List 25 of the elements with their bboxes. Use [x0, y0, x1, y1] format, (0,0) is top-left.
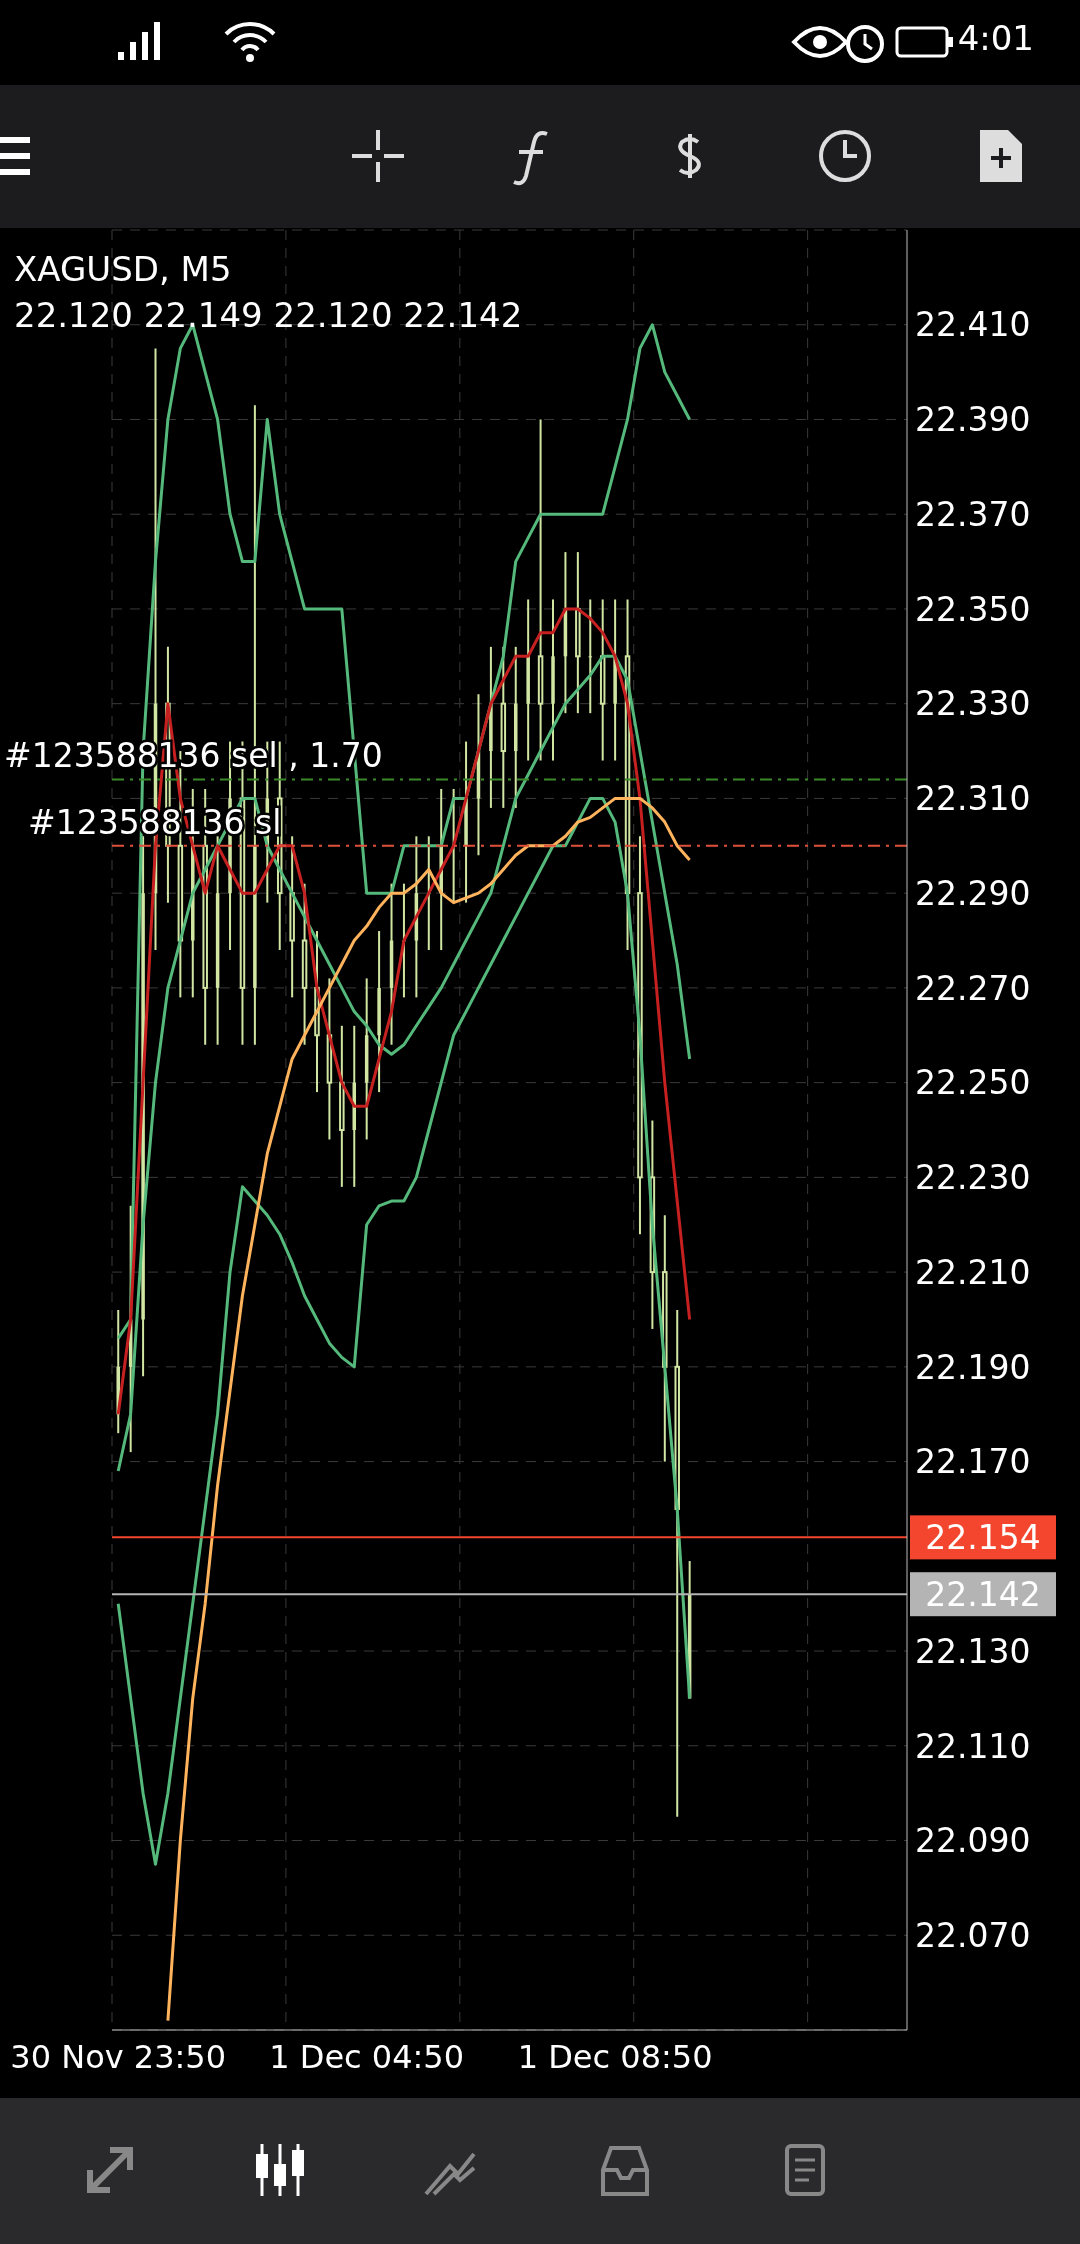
y-tick-label: 22.290 — [915, 873, 1031, 913]
y-tick-label: 22.410 — [915, 305, 1031, 345]
y-tick-label: 22.390 — [915, 400, 1031, 440]
text: 22.120 22.149 22.120 22.142 — [14, 294, 523, 337]
x-tick-label: 1 Dec 08:50 — [517, 2038, 713, 2076]
y-tick-label: 22.330 — [915, 684, 1031, 724]
y-tick-label: 22.070 — [915, 1915, 1031, 1955]
y-tick-label: 22.250 — [915, 1063, 1031, 1103]
y-tick-label: 22.130 — [915, 1631, 1031, 1671]
x-tick-label: 1 Dec 04:50 — [269, 2038, 465, 2076]
y-tick-label: 22.210 — [915, 1252, 1031, 1292]
text: XAGUSD, M5 — [14, 248, 233, 291]
y-tick-label: 22.310 — [915, 779, 1031, 819]
y-tick-label: 22.230 — [915, 1158, 1031, 1198]
y-tick-label: 22.190 — [915, 1347, 1031, 1387]
ref-line-label: 22.142 — [925, 1575, 1041, 1615]
ref-line-label: 22.154 — [925, 1518, 1041, 1558]
y-tick-label: 22.170 — [915, 1442, 1031, 1482]
text: 4:01 — [957, 18, 1034, 58]
x-tick-label: 30 Nov 23:50 — [10, 2038, 227, 2076]
y-tick-label: 22.110 — [915, 1726, 1031, 1766]
y-tick-label: 22.090 — [915, 1821, 1031, 1861]
y-tick-label: 22.370 — [915, 494, 1031, 534]
y-tick-label: 22.270 — [915, 968, 1031, 1008]
y-tick-label: 22.350 — [915, 589, 1031, 629]
